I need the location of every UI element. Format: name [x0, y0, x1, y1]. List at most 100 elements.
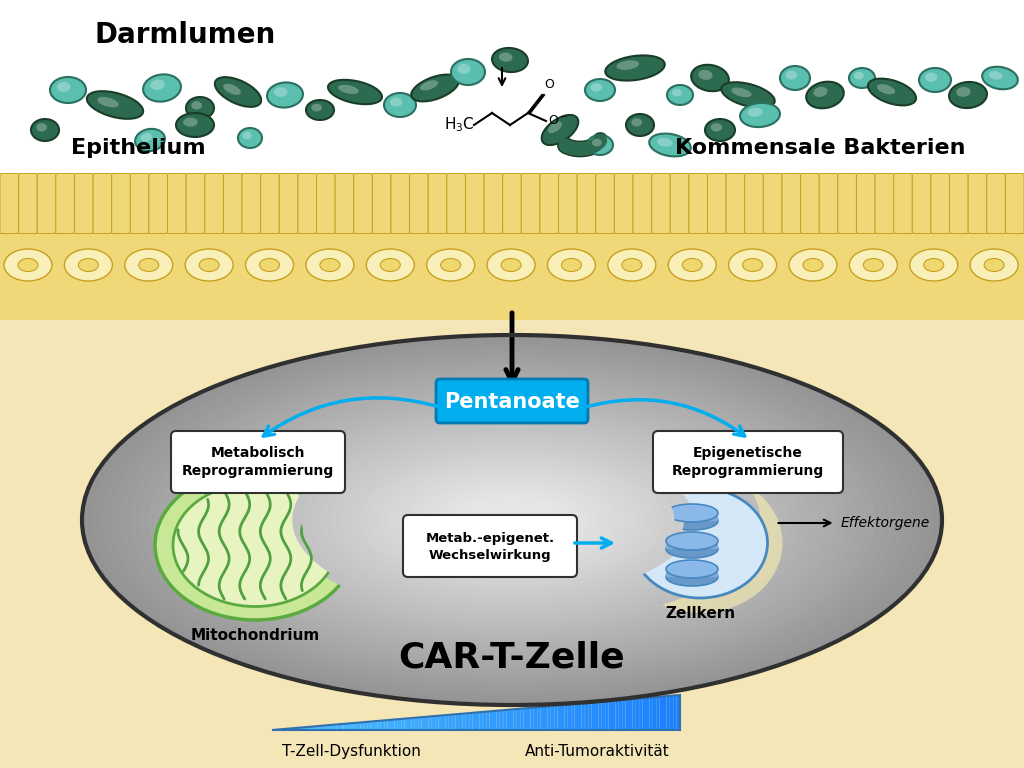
Ellipse shape — [803, 259, 823, 272]
Ellipse shape — [254, 409, 770, 631]
Ellipse shape — [143, 74, 181, 101]
Ellipse shape — [311, 104, 322, 111]
Ellipse shape — [863, 259, 884, 272]
Polygon shape — [667, 696, 670, 730]
Ellipse shape — [970, 249, 1018, 281]
Ellipse shape — [989, 71, 1002, 80]
Ellipse shape — [849, 68, 874, 88]
Ellipse shape — [949, 82, 987, 108]
FancyBboxPatch shape — [223, 174, 242, 233]
FancyBboxPatch shape — [689, 174, 708, 233]
Ellipse shape — [197, 384, 827, 656]
Polygon shape — [500, 710, 503, 730]
Ellipse shape — [742, 259, 763, 272]
Ellipse shape — [666, 512, 718, 530]
Polygon shape — [289, 728, 293, 730]
FancyBboxPatch shape — [726, 174, 744, 233]
Ellipse shape — [359, 454, 665, 586]
Polygon shape — [397, 719, 401, 730]
Text: $\mathregular{O^-}$: $\mathregular{O^-}$ — [548, 114, 568, 127]
Text: Mitochondrium: Mitochondrium — [190, 628, 319, 644]
Ellipse shape — [151, 80, 165, 90]
Ellipse shape — [445, 492, 579, 549]
Ellipse shape — [321, 438, 703, 602]
Ellipse shape — [608, 249, 655, 281]
Polygon shape — [404, 718, 408, 730]
FancyBboxPatch shape — [782, 174, 801, 233]
Polygon shape — [595, 702, 598, 730]
Ellipse shape — [206, 389, 818, 651]
Ellipse shape — [633, 488, 768, 598]
FancyBboxPatch shape — [671, 174, 689, 233]
Polygon shape — [401, 719, 404, 730]
Ellipse shape — [388, 466, 636, 574]
Ellipse shape — [215, 77, 261, 107]
Polygon shape — [422, 717, 425, 730]
Polygon shape — [623, 700, 626, 730]
Polygon shape — [347, 723, 350, 730]
Polygon shape — [453, 714, 456, 730]
Polygon shape — [408, 718, 412, 730]
Ellipse shape — [780, 66, 810, 90]
Ellipse shape — [877, 84, 895, 94]
FancyBboxPatch shape — [801, 174, 819, 233]
Polygon shape — [312, 727, 316, 730]
Polygon shape — [629, 699, 633, 730]
Ellipse shape — [649, 134, 691, 157]
Ellipse shape — [542, 115, 579, 145]
Ellipse shape — [155, 470, 355, 620]
FancyBboxPatch shape — [242, 174, 261, 233]
FancyBboxPatch shape — [856, 174, 876, 233]
Ellipse shape — [91, 339, 933, 701]
Ellipse shape — [283, 422, 741, 619]
Text: CAR-T-Zelle: CAR-T-Zelle — [398, 641, 626, 675]
Polygon shape — [585, 703, 588, 730]
Polygon shape — [388, 720, 391, 730]
Ellipse shape — [328, 80, 382, 104]
Ellipse shape — [909, 249, 957, 281]
Polygon shape — [449, 714, 453, 730]
FancyBboxPatch shape — [186, 174, 205, 233]
Polygon shape — [534, 707, 538, 730]
FancyBboxPatch shape — [819, 174, 838, 233]
Text: Darmlumen: Darmlumen — [94, 21, 275, 49]
FancyBboxPatch shape — [987, 174, 1006, 233]
Ellipse shape — [420, 81, 438, 91]
FancyBboxPatch shape — [148, 174, 168, 233]
Polygon shape — [476, 712, 479, 730]
Ellipse shape — [311, 434, 713, 606]
Ellipse shape — [302, 429, 722, 611]
FancyBboxPatch shape — [436, 379, 588, 423]
Ellipse shape — [455, 495, 569, 545]
Ellipse shape — [748, 108, 763, 117]
Polygon shape — [391, 720, 394, 730]
Ellipse shape — [632, 118, 642, 127]
Ellipse shape — [168, 372, 856, 668]
Polygon shape — [670, 696, 673, 730]
Ellipse shape — [82, 335, 942, 705]
Polygon shape — [353, 723, 357, 730]
Ellipse shape — [666, 560, 718, 578]
Text: Kommensale Bakterien: Kommensale Bakterien — [675, 138, 966, 158]
FancyBboxPatch shape — [633, 174, 651, 233]
FancyBboxPatch shape — [931, 174, 949, 233]
Polygon shape — [384, 720, 388, 730]
Ellipse shape — [440, 259, 461, 272]
Ellipse shape — [159, 368, 865, 672]
Polygon shape — [473, 713, 476, 730]
Ellipse shape — [427, 249, 475, 281]
Ellipse shape — [243, 132, 252, 140]
Ellipse shape — [139, 259, 159, 272]
Polygon shape — [493, 710, 497, 730]
FancyBboxPatch shape — [614, 174, 633, 233]
Ellipse shape — [331, 442, 693, 598]
Text: Pentanoate: Pentanoate — [444, 392, 580, 412]
Ellipse shape — [435, 487, 589, 553]
Polygon shape — [482, 712, 486, 730]
Bar — [666, 513, 718, 521]
Polygon shape — [626, 700, 629, 730]
FancyBboxPatch shape — [0, 174, 18, 233]
Polygon shape — [507, 710, 510, 730]
Polygon shape — [323, 725, 327, 730]
Ellipse shape — [4, 249, 52, 281]
